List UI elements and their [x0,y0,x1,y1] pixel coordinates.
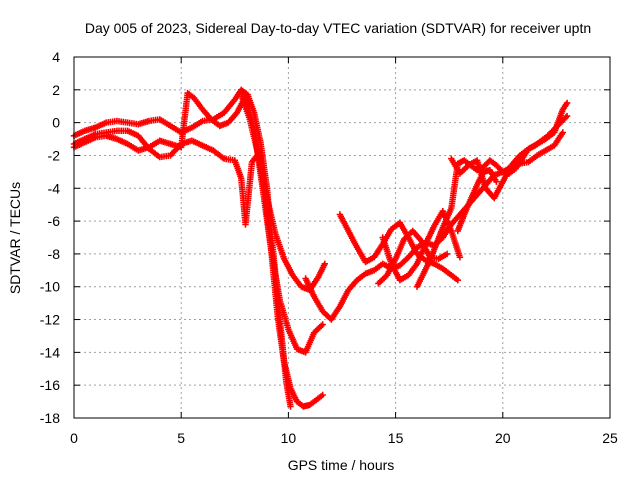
x-tick-label: 20 [495,430,511,446]
x-axis-label: GPS time / hours [288,457,395,473]
y-tick-label: 4 [52,49,60,65]
x-tick-label: 5 [177,430,185,446]
y-tick-label: -12 [40,312,60,328]
x-tick-label: 0 [70,430,78,446]
x-tick-label: 25 [602,430,618,446]
series-markers [448,99,571,202]
series-track-k [454,167,500,235]
data-points [70,86,571,410]
series-markers [375,227,451,287]
y-tick-label: -10 [40,279,60,295]
series-markers [238,91,328,294]
y-tick-label: 2 [52,82,60,98]
y-tick-label: -2 [48,147,61,163]
y-tick-label: -18 [40,410,60,426]
y-tick-label: -14 [40,344,60,360]
x-tick-label: 10 [281,430,297,446]
series-track-h [375,227,451,287]
y-tick-label: -16 [40,377,60,393]
plot-frame [73,56,611,419]
chart-title: Day 005 of 2023, Sidereal Day-to-day VTE… [85,20,591,36]
y-tick-label: 0 [52,115,60,131]
y-axis-label: SDTVAR / TECUs [7,182,23,294]
y-tick-label: -6 [48,213,61,229]
series-track-j [448,99,571,202]
series-markers [454,167,500,235]
y-tick-label: -8 [48,246,61,262]
series-track-d [238,91,328,294]
axis-ticks: 0 5 10 15 20 25 -18 -16 -14 -12 -10 -8 -6 -4 -2 0 2 4 [40,49,618,446]
x-tick-label: 15 [388,430,404,446]
y-tick-label: -4 [48,180,61,196]
